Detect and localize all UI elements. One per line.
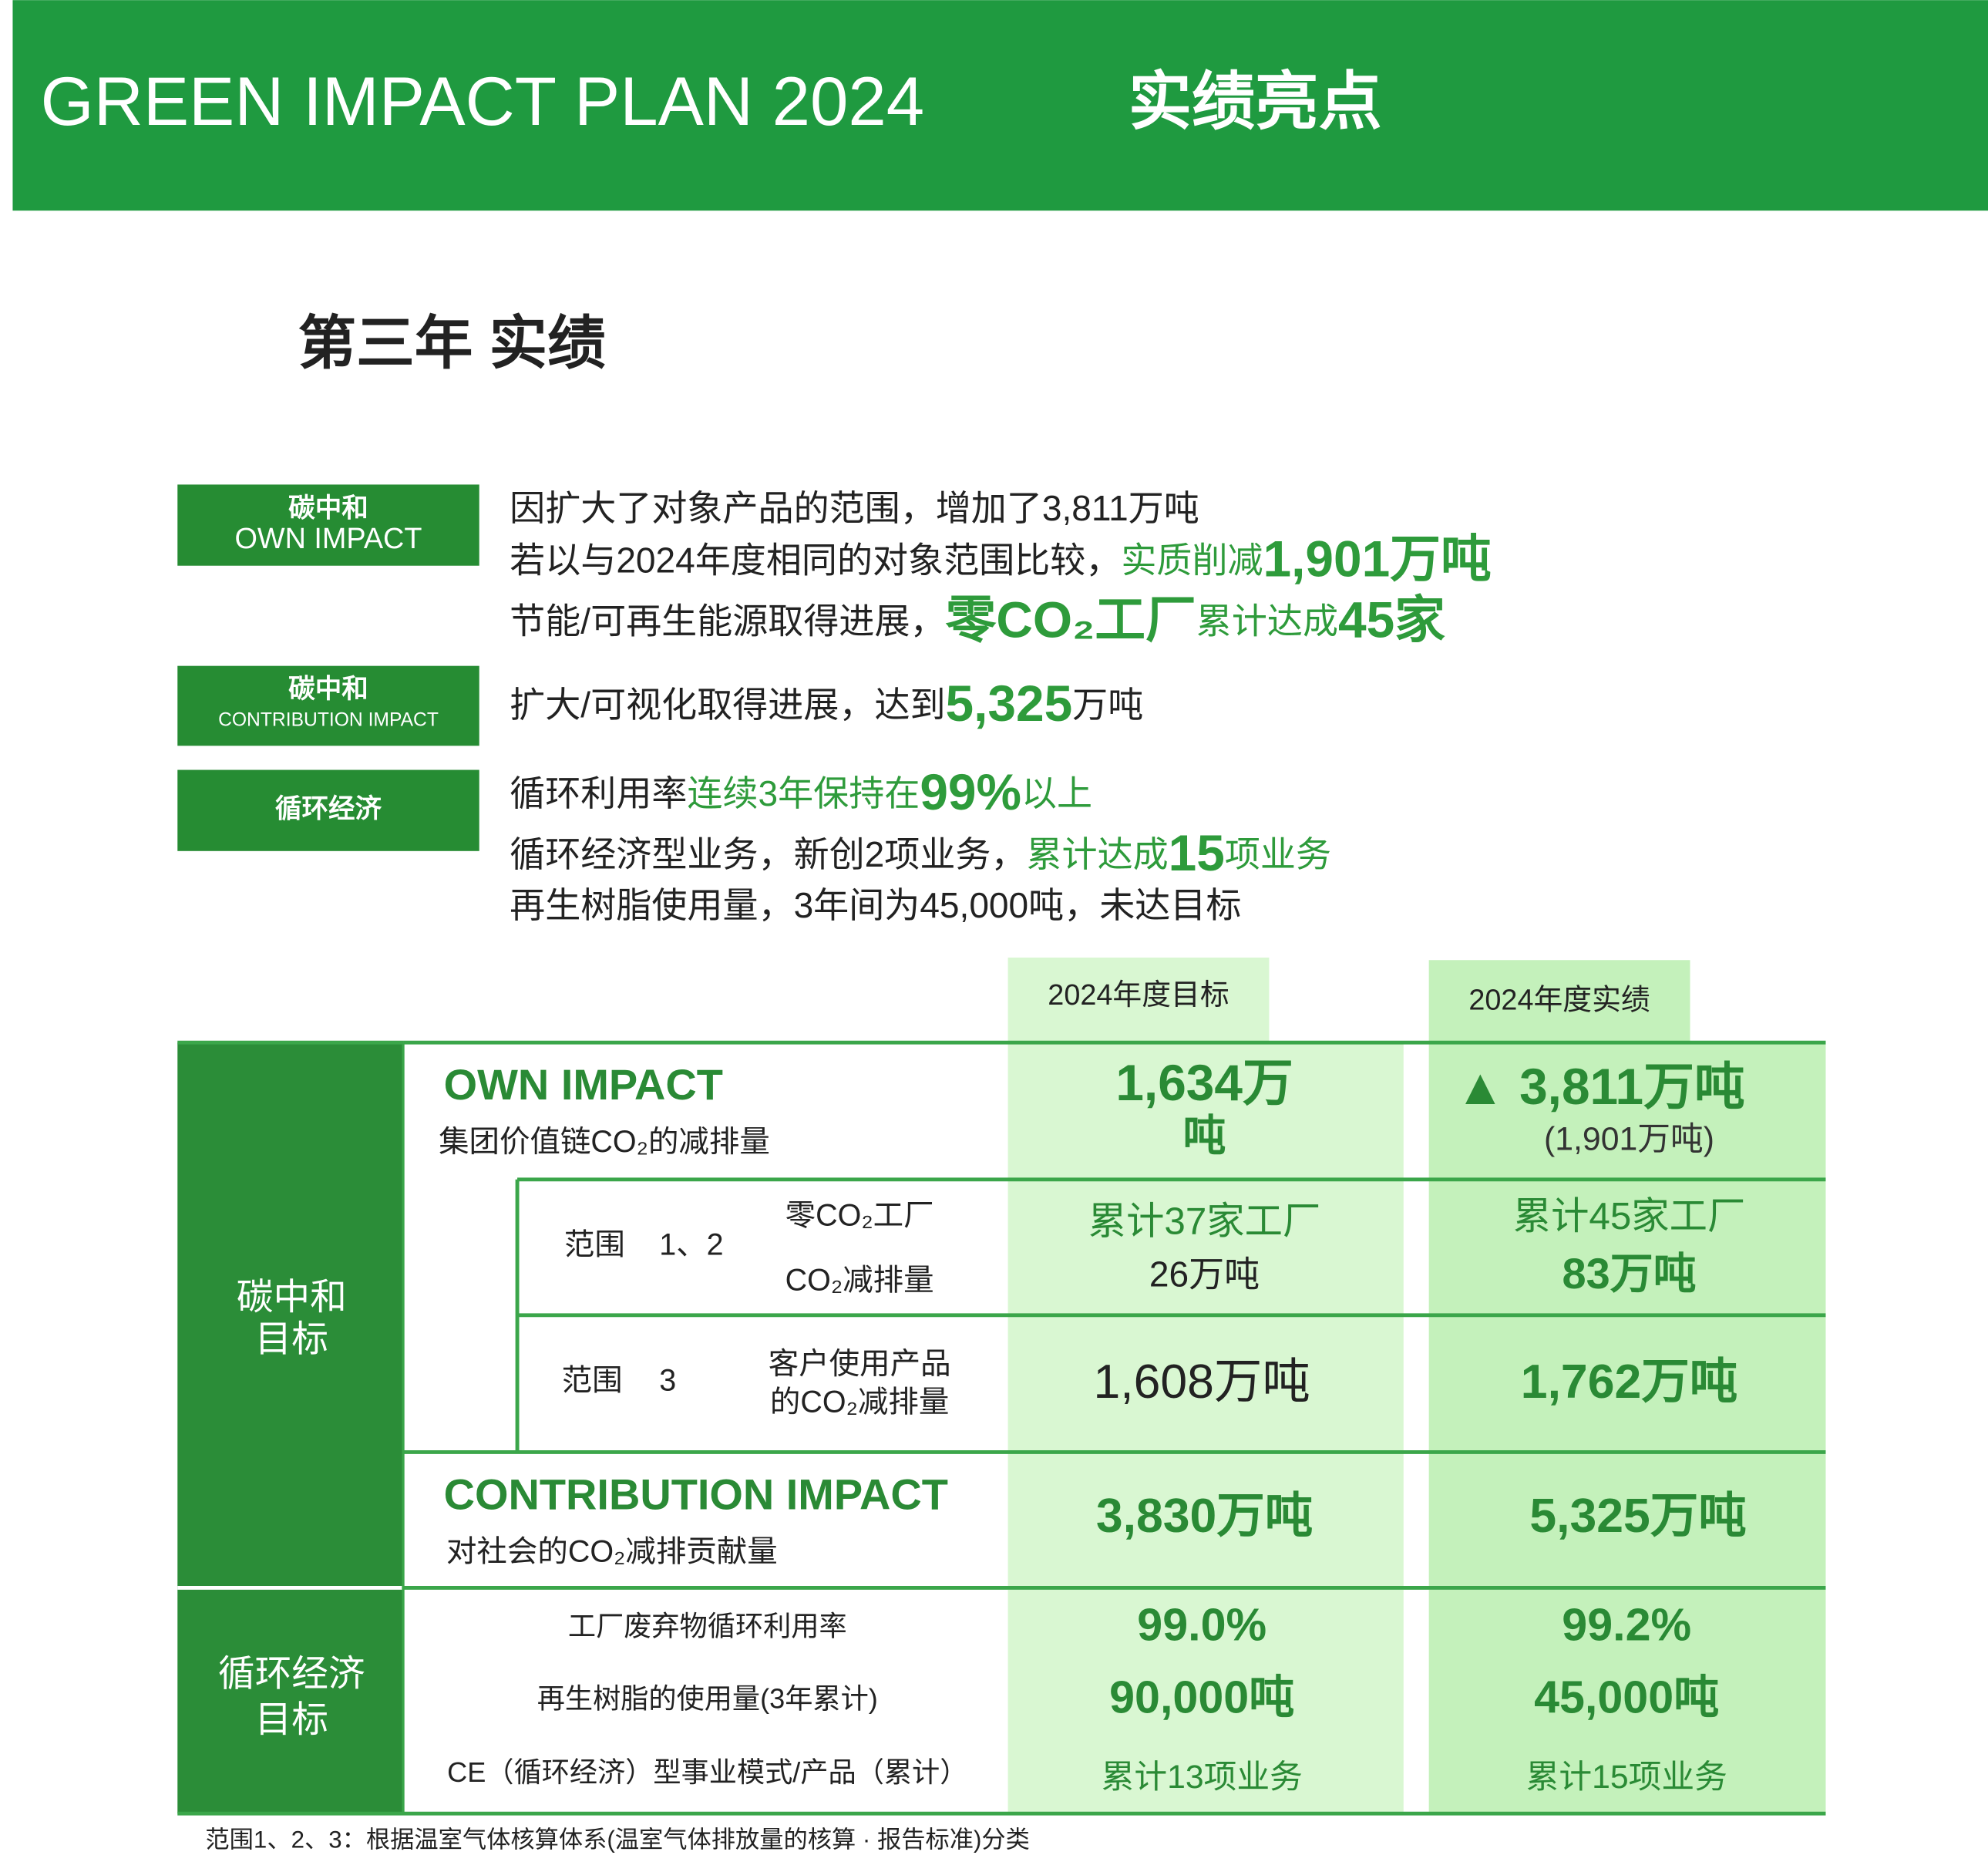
scope-item: 的CO₂减排量: [770, 1385, 949, 1419]
actual-value: ▲ 3,811万吨: [1455, 1058, 1745, 1115]
actual-note: (1,901万吨): [1544, 1121, 1714, 1158]
section-title: 第三年 实绩: [298, 311, 606, 376]
target-value: 26万吨: [1149, 1254, 1260, 1295]
highlight-segment: 项业务: [1225, 834, 1331, 874]
target-value: 1,608万吨: [1094, 1355, 1310, 1409]
label-text: CONTRIBUTION IMPACT: [218, 710, 439, 731]
footnote: 范围1、2、3：根据温室气体核算体系(温室气体排放量的核算 · 报告标准)分类: [205, 1827, 1029, 1853]
label-text: 碳中和: [288, 675, 368, 704]
target-value: 1,634万: [1115, 1054, 1293, 1111]
highlight-segment: 扩大/可视化取得进展，达到: [510, 685, 945, 725]
label-box: [177, 769, 479, 851]
scope-item: 客户使用产品: [769, 1347, 951, 1381]
highlight-segment: 再生树脂使用量，3年间为45,000吨，未达目标: [510, 885, 1241, 925]
target-value: 累计37家工厂: [1088, 1200, 1321, 1242]
highlight-segment: 循环经济型业务，新创2项业务，: [510, 834, 1026, 874]
actual-value: 83万吨: [1562, 1249, 1697, 1298]
header-subtitle: 实绩亮点: [1129, 67, 1382, 137]
scope-item: 零CO₂工厂: [785, 1199, 934, 1233]
scope-number: 3: [659, 1363, 676, 1397]
target-value: 99.0%: [1137, 1599, 1266, 1651]
label-box: [177, 484, 479, 566]
target-value: 累计13项业务: [1102, 1759, 1303, 1796]
highlight-line: 扩大/可视化取得进展，达到5,325万吨: [510, 675, 1143, 732]
scope-item: CO₂减排量: [785, 1263, 934, 1297]
column-tab: [1428, 960, 1690, 1043]
actual-value: 1,762万吨: [1521, 1355, 1737, 1409]
actual-value: 45,000吨: [1534, 1671, 1719, 1722]
highlight-line: 若以与2024年度相同的对象范围比较，实质削减1,901万吨: [510, 530, 1492, 588]
highlight-segment: 因扩大了对象产品的范围，增加了3,811万吨: [510, 488, 1199, 528]
circular-item: 工厂废弃物循环利用率: [568, 1611, 847, 1642]
highlight-line: 循环经济型业务，新创2项业务，累计达成15项业务: [510, 824, 1331, 881]
circular-item: CE（循环经济）型事业模式/产品（累计）: [447, 1756, 967, 1788]
highlight-segment: 零CO₂工厂: [946, 591, 1196, 648]
label-text: OWN IMPACT: [235, 523, 422, 555]
label-box: [177, 665, 479, 746]
actual-value: 99.2%: [1562, 1599, 1691, 1651]
column-bg: [1007, 1042, 1404, 1814]
header-band: [12, 0, 1988, 211]
column-header: 2024年度实绩: [1468, 985, 1650, 1017]
highlight-segment: 万吨: [1072, 685, 1143, 725]
column-tab: [1007, 957, 1270, 1043]
group-label: 碳中和: [237, 1278, 347, 1318]
highlight-segment: 节能/可再生能源取得进展，: [510, 601, 945, 641]
target-value: 吨: [1183, 1111, 1226, 1160]
group-label: 目标: [255, 1319, 328, 1360]
row-desc: 集团价值链CO₂的减排量: [439, 1125, 770, 1159]
highlight-segment: 实质削减: [1121, 540, 1263, 581]
actual-value: 累计45家工厂: [1513, 1195, 1746, 1237]
highlight-segment: 累计达成: [1196, 601, 1338, 641]
column-header: 2024年度目标: [1048, 979, 1229, 1012]
highlight-line: 因扩大了对象产品的范围，增加了3,811万吨: [510, 488, 1199, 528]
highlight-segment: 5,325: [946, 675, 1073, 732]
actual-value: 累计15项业务: [1526, 1759, 1727, 1796]
circular-item: 再生树脂的使用量(3年累计): [537, 1682, 878, 1714]
row-desc: 对社会的CO₂减排贡献量: [446, 1534, 778, 1568]
highlight-segment: 45家: [1338, 591, 1445, 648]
highlight-segment: 连续3年保持在: [687, 773, 920, 813]
row-title: CONTRIBUTION IMPACT: [444, 1470, 948, 1518]
label-text: 碳中和: [288, 493, 368, 523]
highlight-segment: 99%: [920, 763, 1021, 820]
highlight-line: 节能/可再生能源取得进展，零CO₂工厂累计达成45家: [510, 591, 1445, 648]
actual-value: 5,325万吨: [1529, 1489, 1746, 1543]
highlight-line: 再生树脂使用量，3年间为45,000吨，未达目标: [510, 885, 1241, 925]
scope-label: 范围: [564, 1227, 625, 1261]
column-bg: [1428, 1042, 1826, 1814]
highlight-segment: 若以与2024年度相同的对象范围比较，: [510, 540, 1121, 581]
highlight-segment: 循环利用率: [510, 773, 687, 813]
highlight-segment: 1,901万吨: [1263, 530, 1492, 588]
header-title: GREEN IMPACT PLAN 2024: [41, 63, 925, 140]
group-label: 循环经济: [218, 1654, 365, 1695]
target-value: 3,830万吨: [1096, 1489, 1313, 1543]
target-value: 90,000吨: [1109, 1671, 1294, 1722]
highlight-segment: 15: [1169, 824, 1225, 881]
scope-label: 范围: [562, 1363, 623, 1397]
row-title: OWN IMPACT: [444, 1060, 723, 1109]
highlight-line: 循环利用率连续3年保持在99%以上: [510, 763, 1092, 820]
group-column: [177, 1042, 404, 1814]
group-label: 目标: [255, 1699, 328, 1740]
highlight-segment: 累计达成: [1026, 834, 1168, 874]
scope-number: 1、2: [659, 1227, 723, 1261]
label-text: 循环经济: [275, 794, 382, 823]
highlight-segment: 以上: [1021, 773, 1092, 813]
